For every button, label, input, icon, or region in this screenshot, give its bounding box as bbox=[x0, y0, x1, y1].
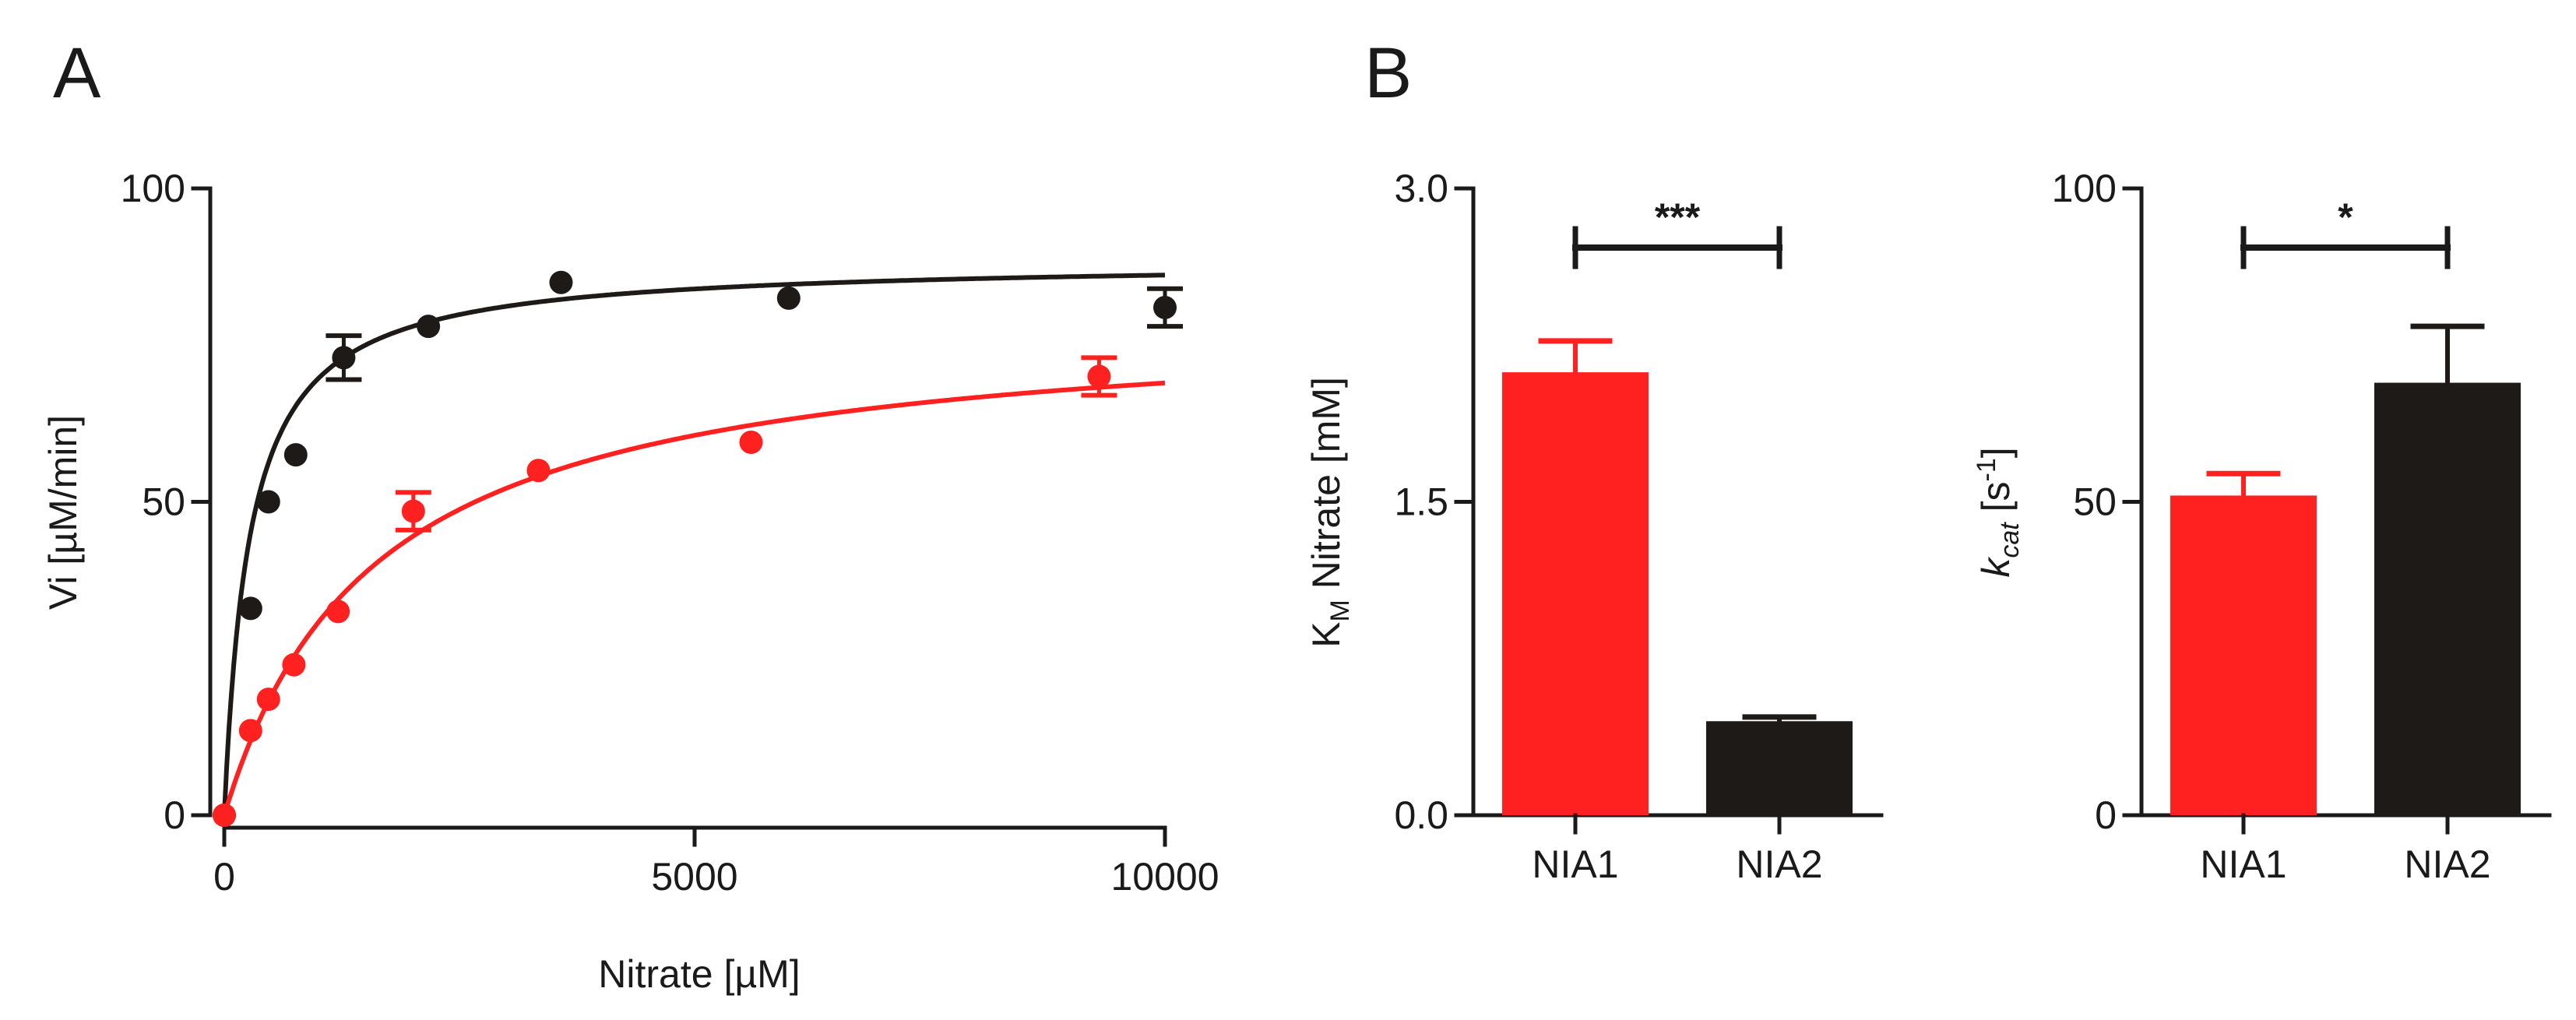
fit-curve-series-2 bbox=[222, 380, 1166, 816]
chart-kcat-category-label: NIA2 bbox=[2404, 842, 2490, 886]
data-point-series-1 bbox=[332, 346, 356, 370]
data-point-series-1 bbox=[417, 315, 441, 339]
data-point-series-1 bbox=[256, 490, 280, 514]
chart-kcat-significance-label: * bbox=[2338, 195, 2353, 239]
fit-curve-series-1 bbox=[222, 273, 1166, 816]
chart-kcat-y-axis-title: kcat [s-1] bbox=[1972, 447, 2025, 577]
data-point-series-2 bbox=[282, 652, 306, 677]
data-point-series-2 bbox=[326, 600, 350, 624]
data-point-series-1 bbox=[238, 596, 262, 621]
chart-km-y-tick-label: 1.5 bbox=[1394, 480, 1448, 524]
chart-km-category-label: NIA2 bbox=[1736, 842, 1822, 886]
chart-kcat-marks: 0 50 100 NIA1 NIA2 * bbox=[2052, 167, 2552, 886]
chart-kcat-y-axis-title-k: k bbox=[1974, 556, 2018, 578]
chart-kcat-bar bbox=[2170, 495, 2317, 815]
chart-km-bar bbox=[1502, 372, 1649, 816]
chart-a-y-tick-label: 50 bbox=[142, 480, 185, 524]
chart-a-y-tick-label: 0 bbox=[164, 793, 185, 837]
data-point-series-2 bbox=[401, 499, 425, 523]
chart-km-y-axis-title-k: K bbox=[1304, 622, 1348, 648]
chart-km-y-tick-label: 0.0 bbox=[1394, 793, 1448, 837]
data-point-series-2 bbox=[526, 459, 551, 483]
km-bar-chart: 0.0 1.5 3.0 NIA1 NIA2 *** KM Nitrate [mM] bbox=[1304, 167, 1884, 886]
chart-kcat-y-tick-label: 0 bbox=[2095, 793, 2117, 837]
chart-a-marks: 0 50 100 0 5000 10000 bbox=[121, 167, 1219, 899]
chart-a-x-tick-label: 10000 bbox=[1110, 855, 1219, 899]
kcat-bar-chart: 0 50 100 NIA1 NIA2 * kcat [s-1] bbox=[1972, 167, 2552, 886]
chart-a-x-tick-label: 5000 bbox=[651, 855, 737, 899]
chart-kcat-y-tick-label: 100 bbox=[2052, 167, 2117, 210]
data-point-series-2 bbox=[213, 804, 236, 827]
chart-kcat-y-axis-title-close: ] bbox=[1974, 447, 2018, 458]
panel-label-a: A bbox=[53, 33, 101, 113]
panel-label-b: B bbox=[1364, 33, 1412, 113]
data-point-series-2 bbox=[739, 431, 763, 455]
chart-km-y-tick-label: 3.0 bbox=[1394, 167, 1448, 210]
chart-a-x-axis-title: Nitrate [µM] bbox=[598, 952, 800, 996]
data-point-series-1 bbox=[549, 270, 573, 294]
chart-a-x-tick-label: 0 bbox=[213, 855, 235, 899]
michaelis-menten-chart: 0 50 100 0 5000 10000 Nitrate [µM] Vi [µM/min… bbox=[41, 167, 1219, 996]
chart-km-y-axis-title: KM Nitrate [mM] bbox=[1304, 377, 1355, 648]
chart-kcat-y-axis-title-cat: cat bbox=[1995, 522, 2025, 558]
chart-kcat-bar bbox=[2374, 382, 2521, 815]
data-point-series-1 bbox=[1153, 295, 1177, 319]
chart-a-y-axis-title: Vi [µM/min] bbox=[41, 415, 85, 610]
data-point-series-1 bbox=[283, 443, 308, 467]
chart-km-y-axis-title-rest: Nitrate [mM] bbox=[1304, 377, 1348, 600]
data-point-series-2 bbox=[256, 688, 280, 712]
chart-kcat-y-tick-label: 50 bbox=[2073, 480, 2117, 524]
chart-km-y-axis-title-sub: M bbox=[1325, 600, 1355, 621]
chart-a-y-tick-label: 100 bbox=[121, 167, 185, 210]
data-point-series-2 bbox=[238, 719, 262, 743]
data-point-series-1 bbox=[776, 286, 801, 310]
chart-km-bar bbox=[1706, 721, 1853, 815]
chart-km-marks: 0.0 1.5 3.0 NIA1 NIA2 *** bbox=[1394, 167, 1884, 886]
chart-kcat-y-axis-title-exp: -1 bbox=[1972, 458, 2001, 481]
chart-kcat-category-label: NIA1 bbox=[2200, 842, 2286, 886]
chart-km-category-label: NIA1 bbox=[1532, 842, 1618, 886]
chart-kcat-y-axis-title-open: [s bbox=[1974, 481, 2018, 522]
data-point-series-2 bbox=[1087, 364, 1111, 389]
chart-km-significance-label: *** bbox=[1655, 195, 1701, 239]
